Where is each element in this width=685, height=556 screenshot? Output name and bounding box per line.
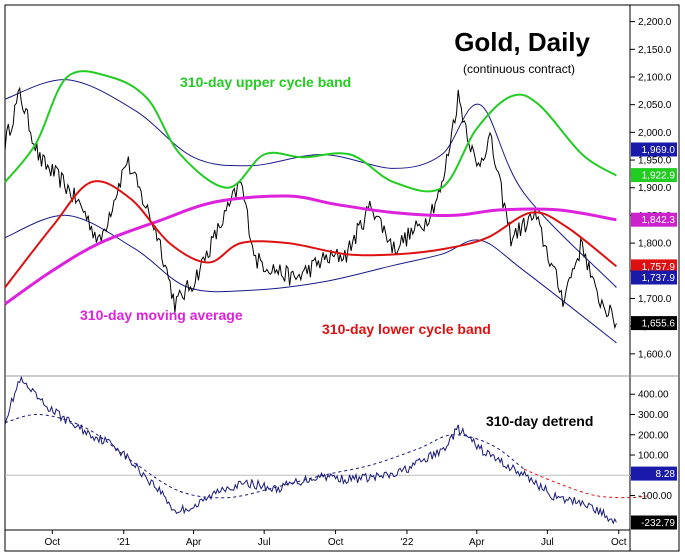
xtick-label-7: Jul bbox=[541, 537, 554, 548]
price-panel: 2,200.0 2,150.0 2,100.0 2,050.0 2,000.0 1,950… bbox=[4, 17, 677, 360]
series-gold-price bbox=[4, 86, 617, 330]
upper-ytick-label-0: 2,200.0 bbox=[638, 17, 672, 28]
detrend-badge-0: 8.28 bbox=[631, 466, 677, 481]
upper-ytick-label-5: 1,950.0 bbox=[638, 156, 672, 167]
xtick-label-4: Oct bbox=[328, 537, 344, 548]
price-badge-5-text: 1,655.6 bbox=[642, 319, 676, 330]
series-moving-average bbox=[4, 194, 617, 306]
xtick-label-2: Apr bbox=[186, 537, 202, 548]
upper-ytick-label-3: 2,050.0 bbox=[638, 100, 672, 111]
price-badge-0-text: 1,969.0 bbox=[642, 145, 676, 156]
detrend-badge-1-box bbox=[631, 515, 677, 530]
chart-title: Gold, Daily bbox=[454, 27, 590, 57]
price-badge-1: 1,922.9 bbox=[631, 168, 677, 183]
xtick-label-6: Apr bbox=[469, 537, 485, 548]
detrend-badge-1: -232.79 bbox=[631, 515, 677, 530]
lower-ytick-label-0: 400.00 bbox=[638, 390, 669, 401]
xtick-label-3: Jul bbox=[258, 537, 271, 548]
xtick-label-5: '22 bbox=[400, 537, 413, 548]
series-lower-band bbox=[4, 180, 618, 289]
detrend-badge-1-text: -232.79 bbox=[641, 518, 675, 529]
lower-ytick-label-5: -100.00 bbox=[638, 491, 672, 502]
series-upper-band bbox=[4, 70, 617, 193]
price-badge-0-box bbox=[631, 142, 677, 157]
price-badge-3: 1,757.9 bbox=[631, 259, 677, 274]
upper-ytick-label-6: 1,900.0 bbox=[638, 183, 672, 194]
cycle-band-projection-top bbox=[614, 285, 617, 288]
upper-band-label: 310-day upper cycle band bbox=[180, 74, 351, 90]
price-badge-0: 1,969.0 bbox=[631, 142, 677, 157]
price-badge-2-text: 1,842.3 bbox=[642, 215, 676, 226]
series-detrend-projection bbox=[523, 468, 650, 499]
lower-ytick-label-3: 100.00 bbox=[638, 451, 669, 462]
series-detrend-cycle bbox=[4, 413, 525, 499]
price-badge-2: 1,842.3 bbox=[631, 212, 677, 227]
price-badge-3-box bbox=[631, 259, 677, 274]
price-badge-4-text: 1,737.9 bbox=[642, 273, 676, 284]
moving-average-label: 310-day moving average bbox=[80, 307, 243, 323]
price-badge-5-box bbox=[631, 316, 677, 331]
lower-ytick-label-1: 300.00 bbox=[638, 410, 669, 421]
upper-ytick-label-8: 1,800.0 bbox=[638, 239, 672, 250]
xtick-label-1: '21 bbox=[117, 537, 130, 548]
detrend-label: 310-day detrend bbox=[486, 413, 593, 429]
price-badge-4-box bbox=[631, 270, 677, 285]
price-badge-1-box bbox=[631, 168, 677, 183]
xtick-label-8: Oct bbox=[611, 537, 627, 548]
xtick-label-0: Oct bbox=[45, 537, 61, 548]
x-axis: Oct '21 Apr Jul Oct '22 Apr Jul Oct bbox=[5, 529, 630, 548]
price-badge-3-text: 1,757.9 bbox=[642, 262, 676, 273]
upper-ytick-label-4: 2,000.0 bbox=[638, 128, 672, 139]
lower-band-label: 310-day lower cycle band bbox=[322, 321, 491, 337]
price-badge-4: 1,737.9 bbox=[631, 270, 677, 285]
detrend-badge-0-box bbox=[631, 466, 677, 481]
upper-ytick-label-1: 2,150.0 bbox=[638, 45, 672, 56]
upper-ytick-label-2: 2,100.0 bbox=[638, 73, 672, 84]
upper-ytick-label-12: 1,600.0 bbox=[638, 349, 672, 360]
cycle-band-top bbox=[4, 79, 617, 288]
lower-ytick-label-2: 200.00 bbox=[638, 430, 669, 441]
upper-ytick-label-10: 1,700.0 bbox=[638, 294, 672, 305]
detrend-panel: 400.00300.00200.00100.000.00-100.008.28-… bbox=[4, 375, 677, 530]
price-badge-1-text: 1,922.9 bbox=[642, 171, 676, 182]
price-badge-2-box bbox=[631, 212, 677, 227]
chart-subtitle: (continuous contract) bbox=[463, 62, 575, 76]
detrend-badge-0-text: 8.28 bbox=[656, 469, 676, 480]
price-badge-5: 1,655.6 bbox=[631, 316, 677, 331]
cycle-band-projection-bottom bbox=[614, 341, 617, 344]
